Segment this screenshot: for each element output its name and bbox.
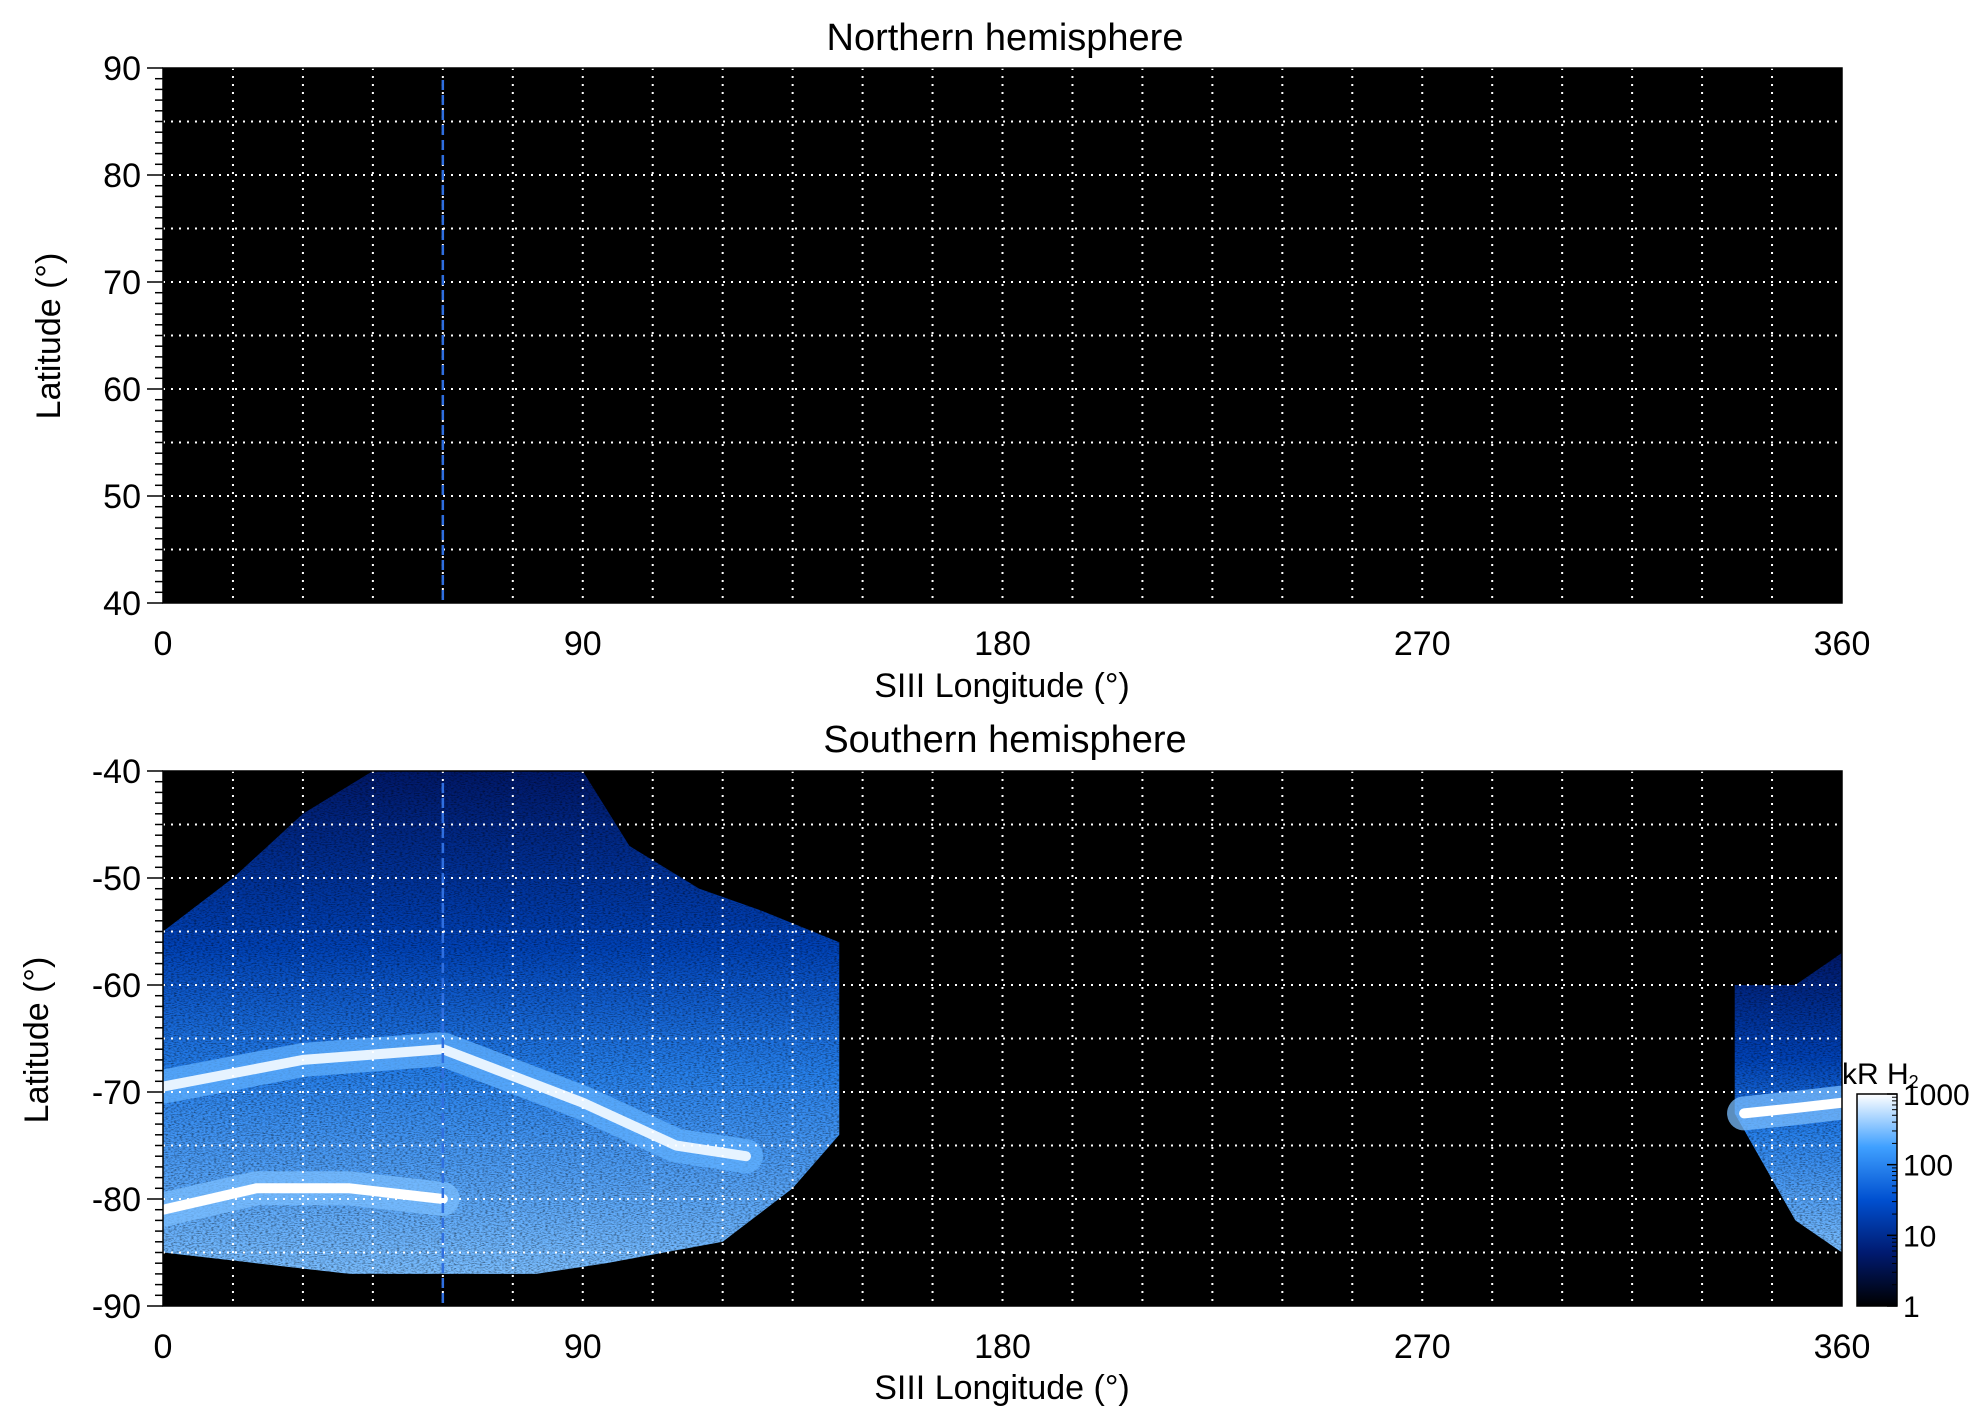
bright-band xyxy=(1739,1097,1842,1119)
colorbar-tick-label: 1 xyxy=(1903,1291,1920,1324)
colorbar-label: kR H2 xyxy=(1842,1058,1919,1092)
x-tick-label: 90 xyxy=(564,1328,602,1366)
y-axis-label: Latitude (°) xyxy=(30,253,68,420)
colorbar-label-subscript: 2 xyxy=(1909,1072,1919,1092)
x-tick-label: 270 xyxy=(1394,625,1451,663)
y-tick-label: -60 xyxy=(92,967,141,1005)
colorbar-ticks: 1000 100 10 1 xyxy=(1887,1079,1970,1324)
colorbar-tick-label: 1000 xyxy=(1903,1079,1970,1112)
y-tick-label: 60 xyxy=(103,371,141,409)
axes: -40 -50 -60 -70 -80 -90 0 90 180 270 360 xyxy=(92,753,1871,1366)
colorbar-scale xyxy=(1856,1093,1898,1307)
x-tick-label: 180 xyxy=(974,1328,1031,1366)
y-tick-label: 40 xyxy=(103,585,141,623)
y-tick-label: -90 xyxy=(92,1288,141,1326)
colorbar-label-text: kR H xyxy=(1842,1058,1909,1091)
y-tick-label: -50 xyxy=(92,860,141,898)
colorbar-tick-label: 100 xyxy=(1903,1150,1953,1183)
emission-region-wrap xyxy=(1727,952,1842,1253)
y-tick-label: -70 xyxy=(92,1074,141,1112)
y-tick-label: 90 xyxy=(103,50,141,88)
x-tick-label: 0 xyxy=(154,1328,173,1366)
x-tick-label: 360 xyxy=(1814,625,1871,663)
y-tick-label: -40 xyxy=(92,753,141,791)
y-tick-label: 50 xyxy=(103,478,141,516)
x-axis-label: SIII Longitude (°) xyxy=(874,1369,1130,1407)
panel-title: Southern hemisphere xyxy=(823,719,1186,761)
y-tick-label: 80 xyxy=(103,157,141,195)
x-tick-label: 270 xyxy=(1394,1328,1451,1366)
x-tick-label: 90 xyxy=(564,625,602,663)
y-tick-label: -80 xyxy=(92,1181,141,1219)
panel-title: Northern hemisphere xyxy=(827,17,1184,59)
x-tick-label: 360 xyxy=(1814,1328,1871,1366)
panel-north: Northern hemisphere 90 80 70 60 50 40 0 90 180 27… xyxy=(30,17,1870,705)
axes: 90 80 70 60 50 40 0 90 180 270 360 xyxy=(103,50,1870,663)
colorbar: kR H2 1000 100 10 1 xyxy=(1842,1058,1970,1324)
grid-lines xyxy=(163,771,1842,1306)
y-tick-label: 70 xyxy=(103,264,141,302)
y-axis-label: Latitude (°) xyxy=(18,957,56,1124)
x-tick-label: 0 xyxy=(154,625,173,663)
panel-south: Southern hemisphere -40 -50 -60 -70 -80 -90 0 9… xyxy=(18,719,1870,1407)
x-tick-label: 180 xyxy=(974,625,1031,663)
x-axis-label: SIII Longitude (°) xyxy=(874,667,1130,705)
colorbar-tick-label: 10 xyxy=(1903,1220,1936,1253)
